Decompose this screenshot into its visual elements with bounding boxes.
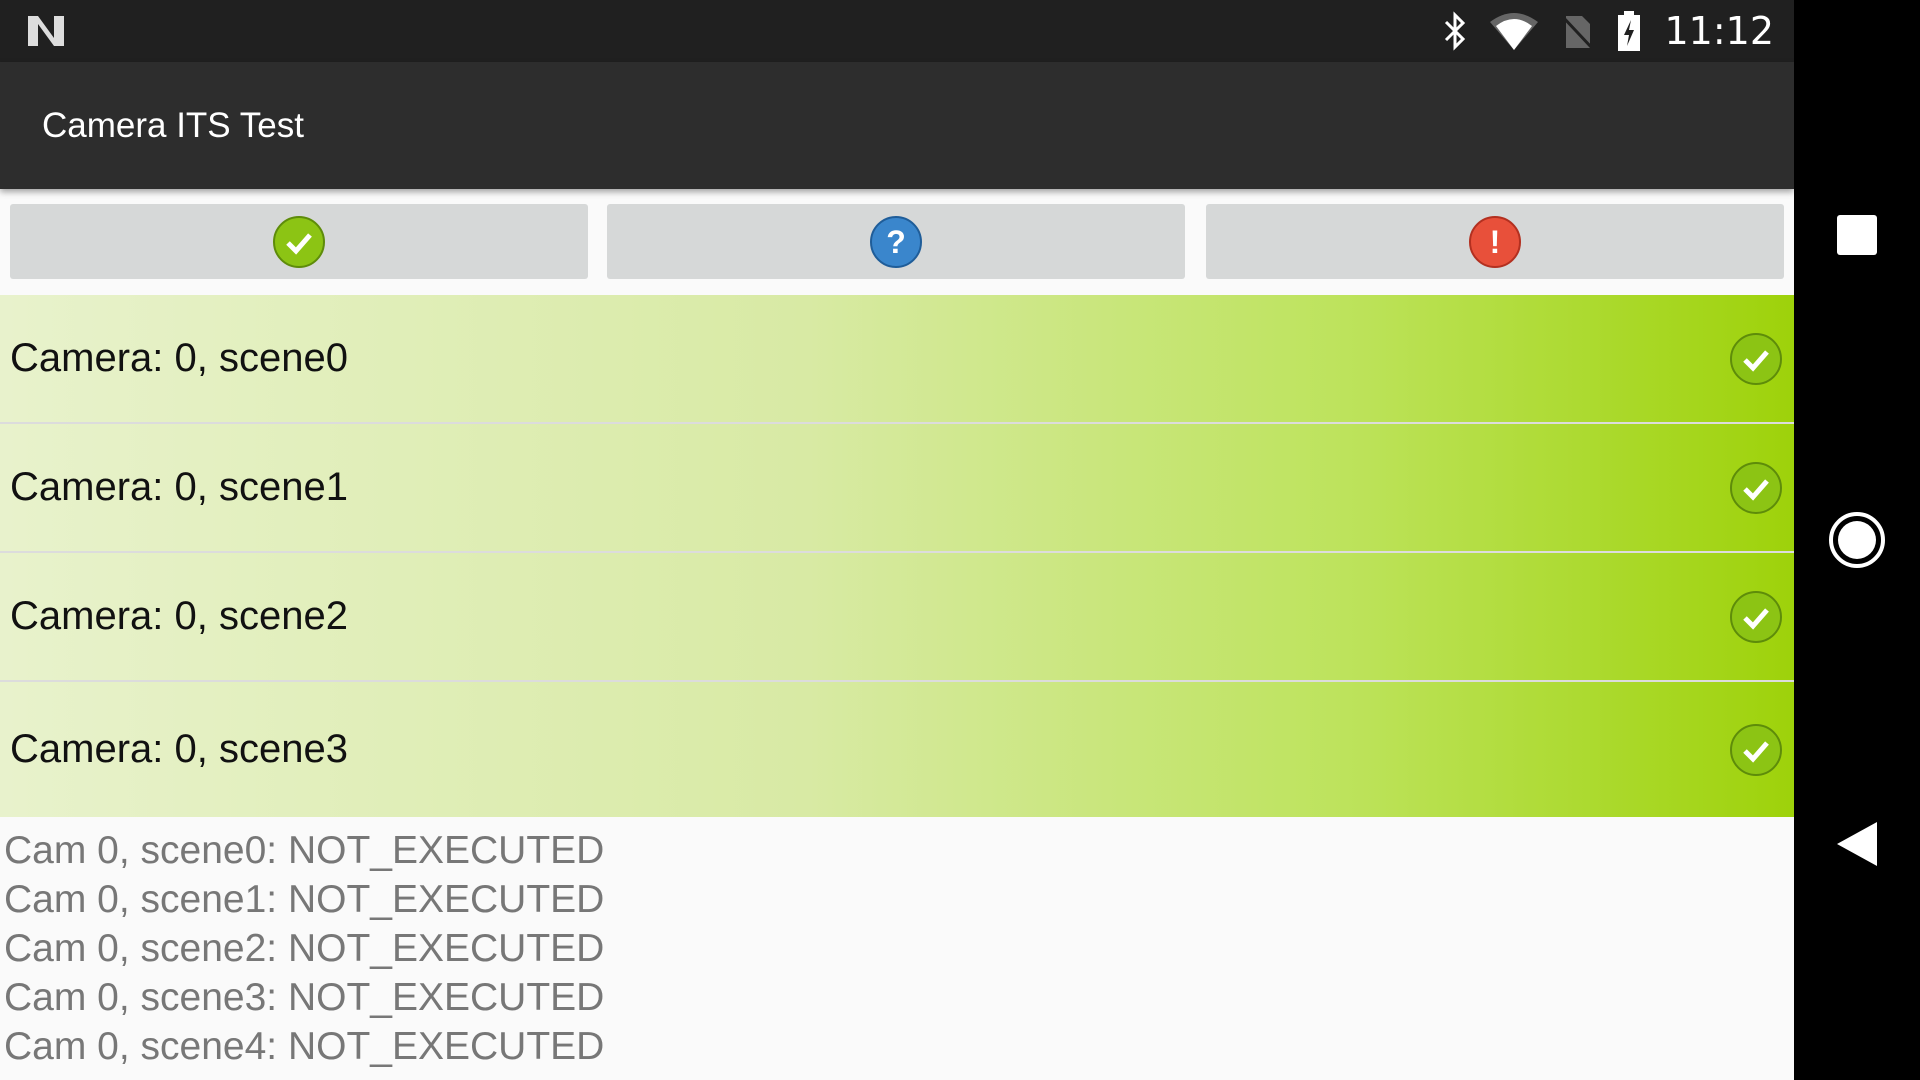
pass-check-icon	[1730, 332, 1782, 385]
fail-filter-button[interactable]: !	[1206, 204, 1784, 279]
divider	[0, 422, 1794, 424]
divider	[0, 680, 1794, 682]
no-sim-icon	[1561, 14, 1594, 50]
notification-n-icon	[28, 16, 64, 46]
navigation-bar	[1794, 0, 1920, 1080]
info-question-icon: ?	[870, 215, 922, 268]
pass-check-icon	[1730, 590, 1782, 643]
test-label: Camera: 0, scene3	[10, 727, 348, 771]
recents-square-icon	[1837, 215, 1877, 255]
pass-check-icon	[1730, 723, 1782, 776]
wifi-icon	[1490, 13, 1539, 50]
fail-exclamation-icon: !	[1469, 215, 1521, 268]
log-line: Cam 0, scene2: NOT_EXECUTED	[4, 927, 605, 970]
test-row-scene3[interactable]: Camera: 0, scene3	[0, 682, 1794, 817]
test-label: Camera: 0, scene2	[10, 594, 348, 638]
log-line: Cam 0, scene1: NOT_EXECUTED	[4, 878, 605, 921]
pass-check-icon	[1730, 461, 1782, 514]
result-log: Cam 0, scene0: NOT_EXECUTED Cam 0, scene…	[4, 826, 604, 1071]
clock: 11:12	[1664, 9, 1774, 53]
page-title: Camera ITS Test	[42, 106, 304, 145]
test-row-scene2[interactable]: Camera: 0, scene2	[0, 553, 1794, 680]
recents-button[interactable]	[1794, 214, 1920, 256]
back-triangle-icon	[1837, 822, 1877, 866]
pass-check-icon	[273, 215, 325, 268]
log-line: Cam 0, scene4: NOT_EXECUTED	[4, 1025, 605, 1068]
test-row-scene0[interactable]: Camera: 0, scene0	[0, 295, 1794, 422]
pass-filter-button[interactable]	[10, 204, 588, 279]
bluetooth-icon	[1445, 11, 1466, 51]
log-line: Cam 0, scene0: NOT_EXECUTED	[4, 829, 605, 872]
test-row-scene1[interactable]: Camera: 0, scene1	[0, 424, 1794, 551]
info-button[interactable]: ?	[607, 204, 1185, 279]
svg-text:!: !	[1490, 224, 1501, 260]
test-label: Camera: 0, scene1	[10, 465, 348, 509]
home-button[interactable]	[1794, 510, 1920, 570]
svg-text:?: ?	[886, 224, 906, 260]
back-button[interactable]	[1794, 820, 1920, 868]
status-bar: 11:12	[0, 0, 1794, 62]
home-circle-icon	[1829, 512, 1885, 568]
log-line: Cam 0, scene3: NOT_EXECUTED	[4, 976, 605, 1019]
battery-charging-icon	[1618, 11, 1641, 51]
app-bar: Camera ITS Test	[0, 62, 1794, 189]
test-label: Camera: 0, scene0	[10, 336, 348, 380]
divider	[0, 551, 1794, 553]
